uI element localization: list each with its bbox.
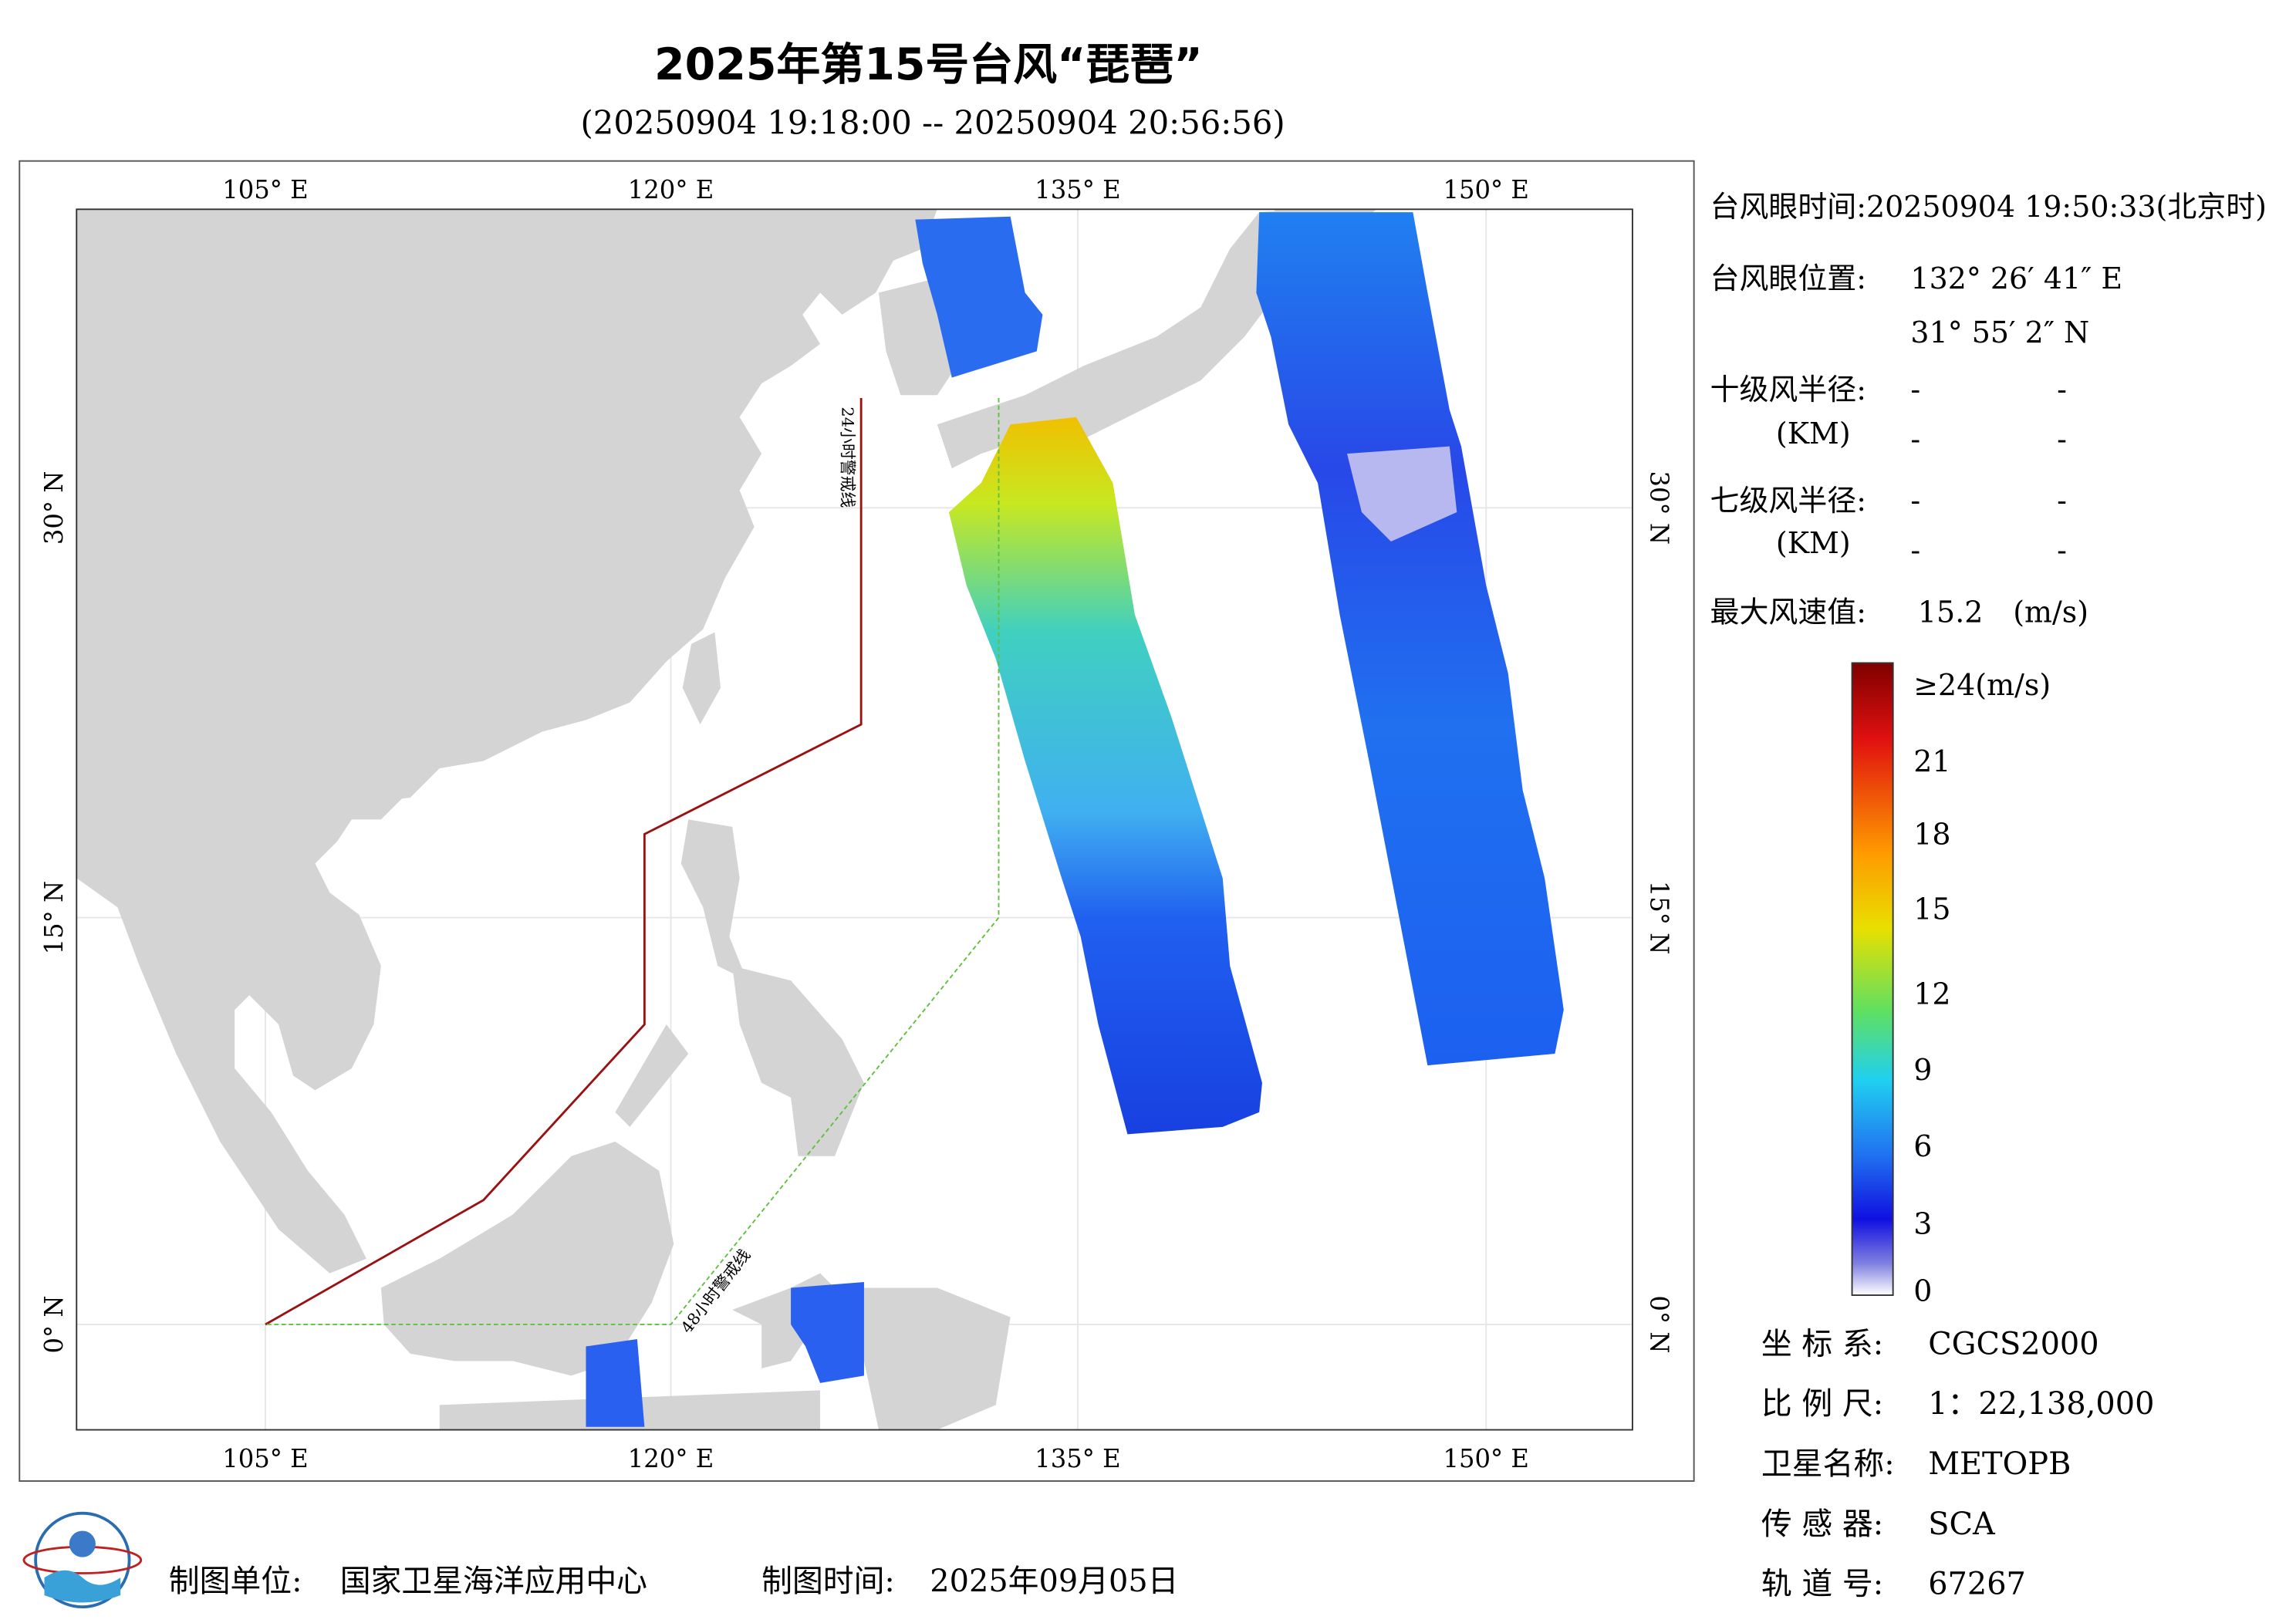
lat-label-left: 15° N bbox=[39, 881, 69, 955]
meta-label: 比 例 尺: bbox=[1761, 1386, 1883, 1422]
map-meta: 坐 标 系: CGCS2000 比 例 尺: 1：22,138,000 卫星名称: MET… bbox=[1761, 1326, 2155, 1601]
warning-line-label: 24小时警戒线 bbox=[839, 407, 857, 508]
radius10-label: 十级风半径: bbox=[1710, 373, 1866, 407]
lat-label-left: 0° N bbox=[39, 1295, 69, 1353]
colorbar-tick-label: 12 bbox=[1913, 977, 1950, 1011]
eye-time: 台风眼时间:20250904 19:50:33(北京时) bbox=[1710, 190, 2267, 224]
swath-a bbox=[948, 417, 1262, 1135]
lon-label-top: 120° E bbox=[628, 175, 714, 204]
lat-label-left: 30° N bbox=[39, 471, 69, 545]
lon-label-bottom: 120° E bbox=[628, 1444, 714, 1473]
footer-date-label: 制图时间: bbox=[761, 1564, 895, 1599]
meta-value: CGCS2000 bbox=[1928, 1326, 2098, 1361]
radius10-unit: (KM) bbox=[1776, 417, 1851, 450]
lon-label-bottom: 150° E bbox=[1443, 1444, 1529, 1473]
warning-line-24h bbox=[265, 398, 863, 1326]
footer-date: 2025年09月05日 bbox=[930, 1564, 1178, 1599]
max-wind-unit: (m/s) bbox=[2013, 595, 2088, 629]
colorbar-top-label: ≥24(m/s) bbox=[1913, 668, 2051, 702]
subtitle: (20250904 19:18:00 -- 20250904 20:56:56) bbox=[581, 104, 1285, 142]
meta-label: 坐 标 系: bbox=[1761, 1326, 1883, 1361]
radius10-value: - bbox=[1910, 373, 1920, 407]
footer-unit-label: 制图单位: bbox=[169, 1564, 302, 1599]
colorbar-tick-label: 21 bbox=[1913, 744, 1950, 778]
lon-label-top: 135° E bbox=[1035, 175, 1120, 204]
colorbar-ticks: 21 18 15 12 9 6 3 0 bbox=[1913, 744, 1950, 1308]
warning-line-48h bbox=[265, 398, 1000, 1325]
colorbar-tick-label: 6 bbox=[1913, 1129, 1932, 1163]
lon-label-top: 105° E bbox=[222, 175, 308, 204]
lat-label-right: 15° N bbox=[1645, 881, 1674, 955]
radius7-value: - bbox=[1910, 534, 1920, 568]
swath-b bbox=[1256, 212, 1564, 1066]
max-wind-label: 最大风速值: bbox=[1710, 595, 1866, 629]
meta-value: 1：22,138,000 bbox=[1928, 1386, 2154, 1422]
colorbar-tick-label: 18 bbox=[1913, 818, 1950, 852]
radius7-unit: (KM) bbox=[1776, 526, 1851, 560]
wind-swaths bbox=[586, 212, 1564, 1427]
eye-position-label: 台风眼位置: bbox=[1710, 262, 1866, 295]
meta-label: 轨 道 号: bbox=[1761, 1567, 1883, 1602]
lon-label-top: 150° E bbox=[1443, 175, 1529, 204]
meta-label: 传 感 器: bbox=[1761, 1507, 1883, 1542]
map-frame bbox=[19, 160, 1695, 1482]
radius7-label: 七级风半径: bbox=[1710, 484, 1866, 518]
colorbar bbox=[1851, 662, 1894, 1296]
map-border bbox=[76, 208, 1633, 1431]
axis-labels: 105° E 105° E 120° E 120° E 135° E 135° E 150°… bbox=[39, 175, 1674, 1473]
max-wind-value: 15.2 bbox=[1918, 595, 1983, 629]
footer-unit: 国家卫星海洋应用中心 bbox=[340, 1564, 647, 1599]
title: 2025年第15号台风“琵琶” bbox=[654, 39, 1203, 90]
logo bbox=[22, 1511, 143, 1609]
colorbar-tick-label: 3 bbox=[1913, 1206, 1932, 1240]
lon-label-bottom: 135° E bbox=[1035, 1444, 1120, 1473]
map: 24小时警戒线 48小时警戒线 bbox=[76, 209, 1633, 1430]
radius7-value: - bbox=[2057, 534, 2067, 568]
radius10-value: - bbox=[2057, 422, 2067, 456]
meta-label: 卫星名称: bbox=[1761, 1446, 1895, 1482]
meta-value: 67267 bbox=[1928, 1567, 2026, 1602]
swath-b-calm bbox=[1347, 446, 1457, 542]
colorbar-tick-label: 15 bbox=[1913, 892, 1950, 926]
radius10-value: - bbox=[2057, 373, 2067, 407]
eye-lat: 31° 55′ 2″ N bbox=[1910, 315, 2089, 349]
lat-label-right: 30° N bbox=[1645, 471, 1674, 545]
eye-lon: 132° 26′ 41″ E bbox=[1910, 262, 2122, 295]
colorbar-tick-label: 0 bbox=[1913, 1274, 1932, 1308]
meta-value: SCA bbox=[1928, 1507, 1996, 1542]
land bbox=[76, 209, 1376, 1430]
swath-south bbox=[586, 1281, 864, 1427]
radius7-value: - bbox=[1910, 484, 1920, 518]
radius7-value: - bbox=[2057, 484, 2067, 518]
lat-label-right: 0° N bbox=[1645, 1295, 1674, 1353]
lon-label-bottom: 105° E bbox=[222, 1444, 308, 1473]
radius10-value: - bbox=[1910, 422, 1920, 456]
meta-value: METOPB bbox=[1928, 1446, 2071, 1482]
swath-korea bbox=[915, 216, 1043, 378]
colorbar-tick-label: 9 bbox=[1913, 1053, 1932, 1087]
